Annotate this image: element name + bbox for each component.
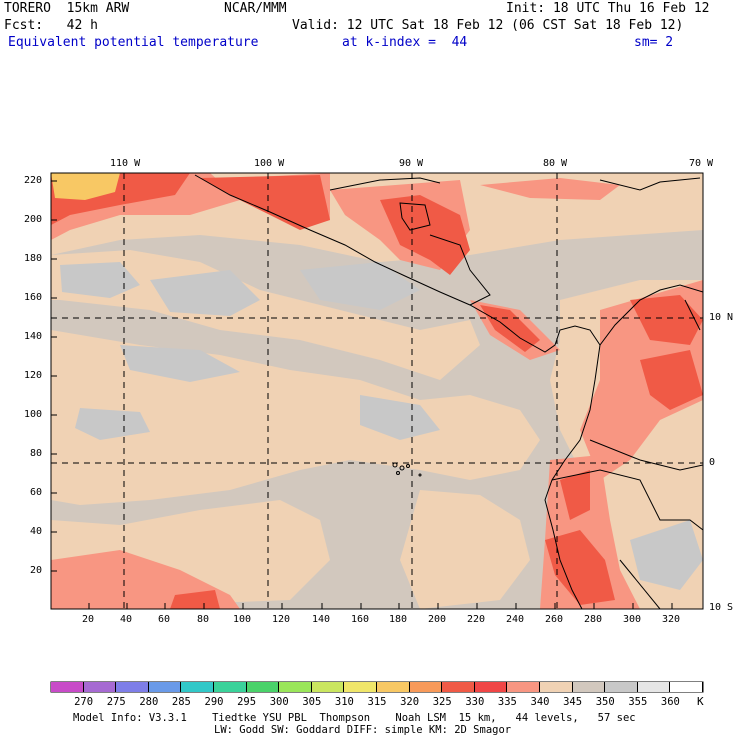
colorbar-unit: K [697, 695, 704, 708]
colorbar-cell [409, 682, 443, 692]
colorbar-label: 325 [432, 696, 452, 708]
colorbar-cell [279, 682, 312, 692]
x-tick-label: 120 [272, 614, 291, 625]
colorbar-cell [670, 682, 703, 692]
colorbar-label: 280 [139, 696, 159, 708]
physics-info: LW: Godd SW: Goddard DIFF: simple KM: 2D… [214, 724, 512, 736]
x-tick-label: 200 [428, 614, 447, 625]
y-tick-label: 160 [24, 292, 43, 303]
colorbar-cell [605, 682, 638, 692]
model-title: TORERO 15km ARW [4, 1, 130, 16]
lat-lon-grid [51, 173, 703, 609]
x-tick-label: 240 [506, 614, 525, 625]
field-name: Equivalent potential temperature [8, 35, 259, 50]
x-tick-label: 80 [197, 614, 210, 625]
colorbar-cell [507, 682, 540, 692]
x-tick-marks [88, 603, 673, 609]
y-tick-label: 220 [24, 175, 43, 186]
y-tick-label: 180 [24, 253, 43, 264]
center-label: NCAR/MMM [224, 1, 287, 16]
colorbar-cell [474, 682, 508, 692]
x-tick-label: 180 [389, 614, 408, 625]
smoothing-label: sm= 2 [634, 35, 674, 50]
init-time: Init: 18 UTC Thu 16 Feb 12 [506, 1, 710, 16]
model-info: Model Info: V3.3.1 Tiedtke YSU PBL Thomp… [73, 712, 636, 724]
orange-patch [51, 173, 120, 200]
lat-label-10n: 10 N [709, 312, 734, 323]
colorbar-cell [116, 682, 149, 692]
y-tick-label: 20 [30, 565, 43, 576]
colorbar [51, 682, 703, 692]
colorbar-cell [311, 682, 345, 692]
colorbar-label: 295 [237, 696, 257, 708]
colorbar-label: 300 [269, 696, 289, 708]
lon-label-90w: 90 W [399, 158, 424, 169]
y-tick-label: 80 [30, 448, 43, 459]
colorbar-cell [246, 682, 280, 692]
x-tick-label: 160 [351, 614, 370, 625]
lon-label-80w: 80 W [543, 158, 568, 169]
red-regions [51, 173, 703, 609]
colorbar-cell [539, 682, 573, 692]
colorbar-label: 290 [204, 696, 224, 708]
colorbar-cell [181, 682, 214, 692]
lat-label-10s: 10 S [709, 602, 734, 613]
colorbar-label: 360 [660, 696, 680, 708]
colorbar-label: 345 [563, 696, 583, 708]
colorbar-label: 350 [595, 696, 615, 708]
colorbar-label: 330 [465, 696, 485, 708]
x-tick-label: 300 [623, 614, 642, 625]
colorbar-label: 285 [171, 696, 191, 708]
colorbar-label: 340 [530, 696, 550, 708]
y-tick-marks [51, 180, 57, 572]
y-tick-label: 200 [24, 214, 43, 225]
colorbar-cell [442, 682, 475, 692]
x-tick-label: 280 [584, 614, 603, 625]
y-tick-label: 40 [30, 526, 43, 537]
colorbar-cell [376, 682, 410, 692]
colorbar-label: 355 [628, 696, 648, 708]
lon-label-100w: 100 W [254, 158, 285, 169]
y-tick-label: 60 [30, 487, 43, 498]
colorbar-label: 315 [367, 696, 387, 708]
coastlines [194, 174, 703, 609]
forecast-hour: Fcst: 42 h [4, 18, 98, 33]
x-tick-label: 100 [233, 614, 252, 625]
x-tick-label: 20 [82, 614, 95, 625]
colorbar-cell [51, 682, 84, 692]
x-tick-label: 220 [467, 614, 486, 625]
colorbar-label: 335 [497, 696, 517, 708]
y-tick-label: 140 [24, 331, 43, 342]
x-tick-label: 40 [120, 614, 133, 625]
colorbar-label: 275 [106, 696, 126, 708]
colorbar-label: 320 [400, 696, 420, 708]
x-tick-label: 260 [545, 614, 564, 625]
lon-label-70w: 70 W [689, 158, 714, 169]
colorbar-cell [148, 682, 182, 692]
colorbar-cell [637, 682, 671, 692]
colorbar-cell [572, 682, 606, 692]
colorbar-cell [213, 682, 247, 692]
colorbar-label: 270 [74, 696, 94, 708]
colorbar-cell [344, 682, 377, 692]
x-tick-label: 320 [662, 614, 681, 625]
plot-frame [50, 172, 704, 610]
lon-label-110w: 110 W [110, 158, 141, 169]
colorbar-label: 310 [334, 696, 354, 708]
x-tick-label: 60 [158, 614, 171, 625]
level-label: at k-index = 44 [342, 35, 468, 50]
y-tick-label: 120 [24, 370, 43, 381]
y-tick-label: 100 [24, 409, 43, 420]
lat-label-0: 0 [709, 457, 716, 468]
gray-patches [60, 262, 703, 590]
colorbar-label: 305 [302, 696, 322, 708]
valid-time: Valid: 12 UTC Sat 18 Feb 12 (06 CST Sat … [292, 18, 684, 33]
x-tick-label: 140 [312, 614, 331, 625]
colorbar-cell [83, 682, 117, 692]
